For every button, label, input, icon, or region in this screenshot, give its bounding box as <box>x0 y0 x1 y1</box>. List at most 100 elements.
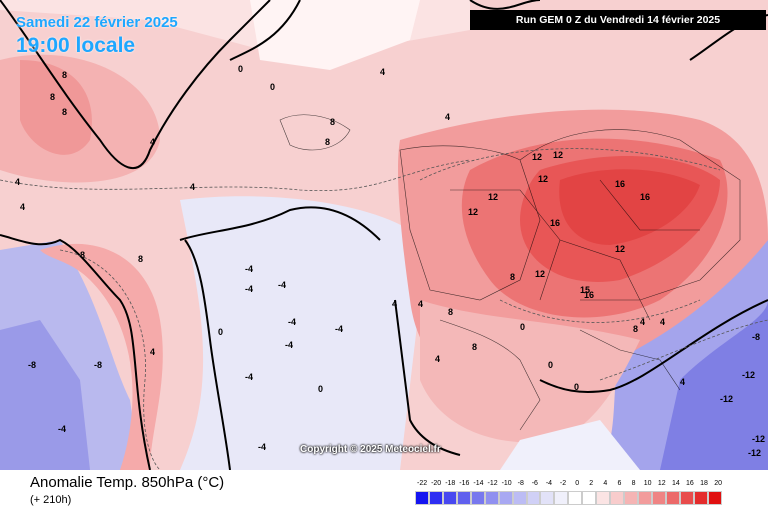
scale-tick-label: 16 <box>686 480 694 487</box>
contour-label: -8 <box>752 332 760 342</box>
scale-swatch <box>428 491 443 505</box>
scale-tick-label: -18 <box>445 480 456 487</box>
contour-label: 12 <box>615 244 625 254</box>
contour-label: -8 <box>28 360 36 370</box>
contour-label: 0 <box>238 64 243 74</box>
product-title: Anomalie Temp. 850hPa (°C) <box>30 474 225 491</box>
contour-label: 0 <box>520 322 525 332</box>
scale-swatch <box>568 491 583 505</box>
scale-swatch <box>512 491 527 505</box>
scale-swatch <box>456 491 471 505</box>
contour-label: 8 <box>510 272 515 282</box>
contour-label: 4 <box>20 202 25 212</box>
scale-swatch <box>624 491 638 505</box>
scale-tick-label: 12 <box>657 480 666 487</box>
scale-tick-label: 2 <box>589 480 594 487</box>
scale-swatch <box>707 491 722 505</box>
contour-label: 12 <box>538 174 548 184</box>
contour-label: 12 <box>532 152 542 162</box>
contour-label: 4 <box>392 299 397 309</box>
contour-label: -4 <box>288 317 296 327</box>
contour-label: 4 <box>435 354 440 364</box>
contour-label: 16 <box>615 179 625 189</box>
contour-label: 4 <box>640 317 645 327</box>
contour-label: 8 <box>62 107 67 117</box>
scale-swatch <box>470 491 485 505</box>
scale-tick-label: -20 <box>431 480 442 487</box>
contour-label: -4 <box>245 264 253 274</box>
warm-tongue-atlantic <box>40 243 163 470</box>
contour-label: -12 <box>748 448 761 458</box>
scale-swatch <box>651 491 666 505</box>
cool-anomaly-atlantic <box>180 196 420 470</box>
scale-tick-label: 20 <box>714 480 723 487</box>
contour-label: -4 <box>278 280 286 290</box>
scale-tick-label: 0 <box>575 480 580 487</box>
scale-tick-label: 10 <box>643 480 652 487</box>
scale-swatch <box>638 491 652 505</box>
contour-label: 4 <box>150 137 155 147</box>
contour-label: -8 <box>94 360 102 370</box>
contour-label: 0 <box>318 384 323 394</box>
coastlines <box>0 0 768 470</box>
copyright-notice: Copyright © 2025 Meteociel.fr <box>300 444 441 455</box>
isolines <box>0 148 768 470</box>
scale-tick-label: 8 <box>631 480 636 487</box>
contour-label: -4 <box>285 340 293 350</box>
contour-label: 4 <box>445 112 450 122</box>
contour-label: 0 <box>270 82 275 92</box>
contour-label: 8 <box>325 137 330 147</box>
contour-label: 4 <box>150 347 155 357</box>
contour-label: 4 <box>380 67 385 77</box>
scale-swatch <box>679 491 694 505</box>
scale-swatches <box>415 491 722 505</box>
scale-tick-label: -2 <box>559 480 567 487</box>
scale-swatch <box>526 491 541 505</box>
scale-tick-label: -6 <box>531 480 538 487</box>
contour-label: 12 <box>535 269 545 279</box>
scale-tick-label: -12 <box>487 480 498 487</box>
contour-label: 0 <box>218 327 223 337</box>
color-scale-legend: -22 -20 -18 -16 -14 -12 -10 -8 -6 -4 -2 0 2 4 6 8 10 12 14… <box>415 480 750 506</box>
contour-label: -4 <box>245 372 253 382</box>
scale-swatch <box>498 491 513 505</box>
contour-label: 16 <box>584 290 594 300</box>
scale-tick-label: -4 <box>545 480 553 487</box>
scale-swatch <box>540 491 555 505</box>
contour-label: 15 <box>580 285 590 295</box>
scale-tick-label: 18 <box>700 480 708 487</box>
contour-label: 12 <box>488 192 498 202</box>
contour-label: 4 <box>680 377 685 387</box>
contour-label: 8 <box>138 254 143 264</box>
contour-label: -12 <box>720 394 733 404</box>
scale-tick-label: -10 <box>501 480 512 487</box>
contour-label: 16 <box>550 218 560 228</box>
contour-label: 8 <box>80 250 85 260</box>
contour-label: 8 <box>633 324 638 334</box>
scale-swatch <box>442 491 457 505</box>
scale-swatch <box>665 491 680 505</box>
scale-swatch <box>582 491 597 505</box>
contour-label: 0 <box>548 360 553 370</box>
scale-swatch <box>484 491 499 505</box>
contour-label: -4 <box>245 284 253 294</box>
contour-label: 8 <box>330 117 335 127</box>
contour-label: 8 <box>50 92 55 102</box>
borders <box>279 114 741 431</box>
contour-label: 8 <box>448 307 453 317</box>
scale-swatch <box>693 491 708 505</box>
forecast-date: Samedi 22 février 2025 <box>16 14 178 31</box>
contour-label: 16 <box>640 192 650 202</box>
scale-tick-label: 6 <box>617 480 622 487</box>
contour-label: -4 <box>258 442 266 452</box>
scale-tick-label: 14 <box>671 480 680 487</box>
contour-label: -12 <box>742 370 755 380</box>
contour-label: 12 <box>553 150 563 160</box>
scale-tick-label: 4 <box>603 480 608 487</box>
contour-label: 8 <box>472 342 477 352</box>
contour-label: 4 <box>15 177 20 187</box>
scale-tick-label: -16 <box>459 480 470 487</box>
scale-swatch <box>415 491 429 505</box>
